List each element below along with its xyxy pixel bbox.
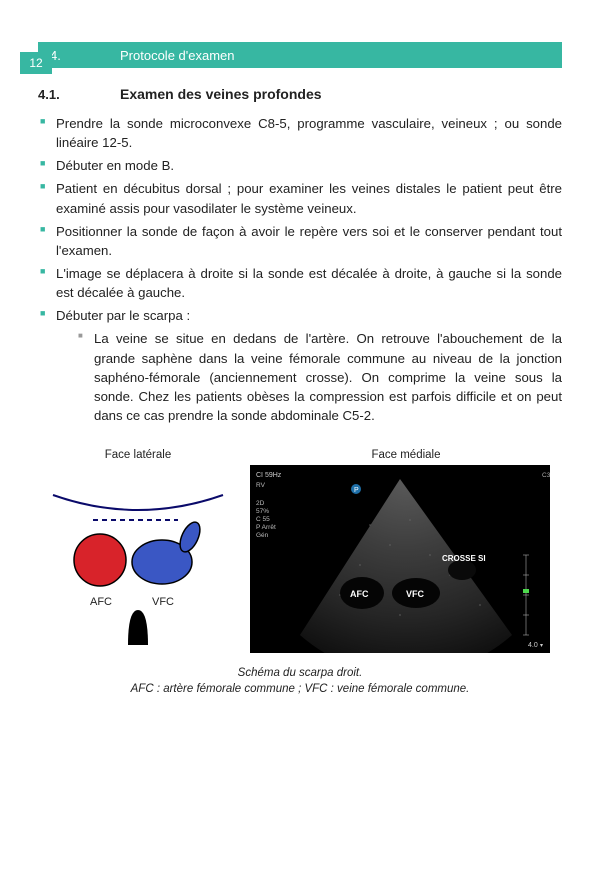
vfc-label: VFC xyxy=(152,596,174,608)
svg-text:CROSSE SI: CROSSE SI xyxy=(442,554,486,563)
list-item: Débuter en mode B. xyxy=(38,156,562,175)
svg-text:Gén: Gén xyxy=(256,532,269,539)
scarpa-diagram: AFC VFC xyxy=(38,465,238,645)
section-title: Protocole d'examen xyxy=(120,48,235,63)
ultrasound-block: Face médiale xyxy=(250,449,562,658)
svg-text:2D: 2D xyxy=(256,500,265,507)
diagram-block: Face latérale AFC VFC xyxy=(38,449,238,650)
list-item: Prendre la sonde microconvexe C8-5, prog… xyxy=(38,114,562,152)
list-item: Débuter par le scarpa : xyxy=(38,306,562,325)
section-number: 4. xyxy=(50,48,120,63)
list-item: L'image se déplacera à droite si la sond… xyxy=(38,264,562,302)
svg-text:C3: C3 xyxy=(542,472,550,479)
subsection-title: Examen des veines profondes xyxy=(120,86,322,102)
bullet-list: Prendre la sonde microconvexe C8-5, prog… xyxy=(38,114,562,325)
list-item: La veine se situe en dedans de l'artère.… xyxy=(38,329,562,425)
diagram-right-label: Face médiale xyxy=(250,449,562,461)
svg-text:CI 59Hz: CI 59Hz xyxy=(256,472,282,479)
svg-text:▾: ▾ xyxy=(540,643,543,649)
list-item: Patient en décubitus dorsal ; pour exami… xyxy=(38,179,562,217)
svg-text:AFC: AFC xyxy=(350,589,369,599)
svg-text:57%: 57% xyxy=(256,508,269,515)
afc-label: AFC xyxy=(90,596,112,608)
figure-caption: Schéma du scarpa droit. AFC : artère fém… xyxy=(38,666,562,697)
svg-text:C 55: C 55 xyxy=(256,516,270,523)
page: 12 4. Protocole d'examen 4.1. Examen des… xyxy=(0,42,600,880)
list-item: Positionner la sonde de façon à avoir le… xyxy=(38,222,562,260)
diagram-left-label: Face latérale xyxy=(38,449,238,461)
svg-text:P: P xyxy=(354,487,359,494)
section-header: 4. Protocole d'examen xyxy=(38,42,562,68)
caption-line: AFC : artère fémorale commune ; VFC : ve… xyxy=(38,682,562,698)
figure-row: Face latérale AFC VFC Face médiale xyxy=(38,449,562,658)
svg-text:4.0: 4.0 xyxy=(528,642,538,649)
svg-text:P Arrêt: P Arrêt xyxy=(256,524,276,531)
ultrasound-image: P AFC VFC CROSSE SI CI 59Hz RV 2D 57% C … xyxy=(250,465,550,653)
svg-text:RV: RV xyxy=(256,482,266,489)
svg-text:VFC: VFC xyxy=(406,589,425,599)
caption-line: Schéma du scarpa droit. xyxy=(38,666,562,682)
subsection-number: 4.1. xyxy=(38,87,120,102)
sub-bullet-list: La veine se situe en dedans de l'artère.… xyxy=(38,329,562,425)
subsection-header: 4.1. Examen des veines profondes xyxy=(38,86,562,102)
page-number: 12 xyxy=(20,52,52,74)
